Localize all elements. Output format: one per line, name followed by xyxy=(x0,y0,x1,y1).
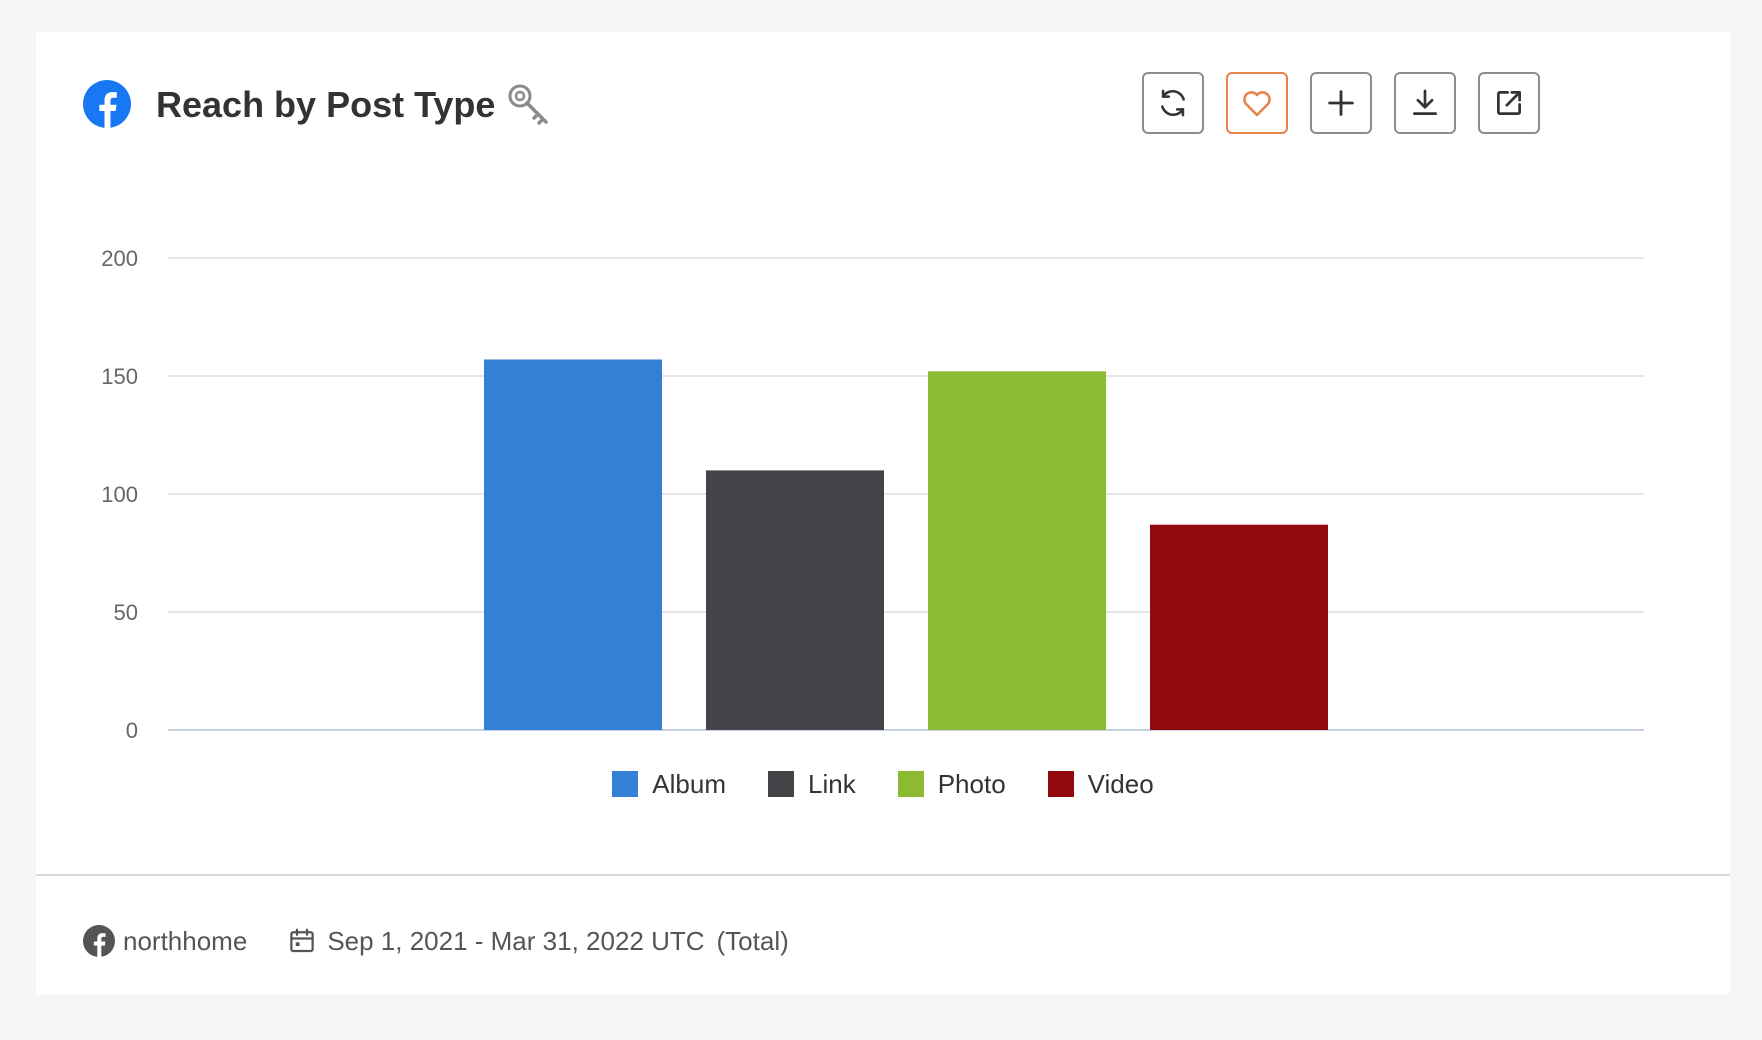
legend-swatch xyxy=(1047,771,1074,797)
bar-photo xyxy=(928,371,1106,730)
legend-label: Video xyxy=(1087,768,1154,799)
facebook-icon xyxy=(83,80,131,128)
legend-item-photo[interactable]: Photo xyxy=(897,768,1006,800)
open-external-button[interactable] xyxy=(1478,72,1540,134)
calendar-icon xyxy=(290,928,315,953)
bar-video xyxy=(1150,524,1328,730)
y-tick-label: 100 xyxy=(101,482,138,507)
refresh-button[interactable] xyxy=(1142,72,1204,134)
chart-area: 050100150200northhome xyxy=(36,182,1730,742)
y-tick-label: 50 xyxy=(114,600,138,625)
report-card: Reach by Post Type xyxy=(36,32,1730,994)
legend-swatch xyxy=(612,771,639,797)
legend-item-video[interactable]: Video xyxy=(1047,768,1154,800)
external-link-icon xyxy=(1497,91,1521,115)
heart-icon xyxy=(1243,91,1271,117)
download-button[interactable] xyxy=(1394,72,1456,134)
legend-label: Album xyxy=(652,768,726,799)
bar-album xyxy=(484,359,662,730)
chart-legend: Album Link Photo Video xyxy=(36,764,1730,804)
y-tick-label: 200 xyxy=(101,246,138,271)
download-icon xyxy=(1413,89,1437,115)
card-footer: northhome Sep 1, 2021 - Mar 31, 2022 UTC… xyxy=(83,918,789,964)
favorite-button[interactable] xyxy=(1226,72,1288,134)
refresh-icon xyxy=(1161,89,1185,117)
card-header: Reach by Post Type xyxy=(36,32,1730,182)
legend-swatch xyxy=(897,771,924,797)
account-name: northhome xyxy=(123,925,248,956)
divider xyxy=(36,874,1730,876)
page-title: Reach by Post Type xyxy=(156,84,496,125)
plus-icon xyxy=(1328,90,1354,116)
date-range[interactable]: Sep 1, 2021 - Mar 31, 2022 UTC xyxy=(327,925,705,956)
legend-label: Photo xyxy=(937,768,1006,799)
legend-swatch xyxy=(768,771,794,797)
y-tick-label: 150 xyxy=(101,364,138,389)
bar-chart: 050100150200northhome xyxy=(101,246,1644,742)
y-tick-label: 0 xyxy=(126,718,138,742)
legend-label: Link xyxy=(808,768,856,799)
legend-item-link[interactable]: Link xyxy=(768,769,856,800)
add-button[interactable] xyxy=(1310,72,1372,134)
legend-item-album[interactable]: Album xyxy=(612,769,726,800)
key-icon[interactable] xyxy=(506,82,552,128)
facebook-icon xyxy=(83,925,115,957)
bar-link xyxy=(706,470,884,730)
aggregation-label: (Total) xyxy=(716,925,789,956)
